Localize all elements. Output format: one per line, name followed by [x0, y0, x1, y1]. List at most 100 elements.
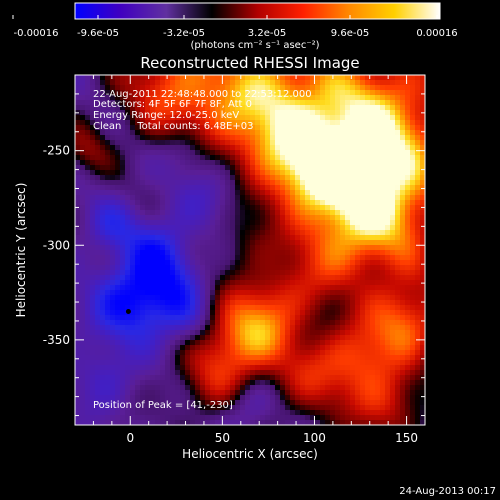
heatmap-cell [290, 185, 296, 191]
heatmap-cell [310, 415, 316, 421]
heatmap-cell [125, 110, 131, 116]
heatmap-cell [345, 240, 351, 246]
heatmap-cell [165, 120, 171, 126]
heatmap-cell [385, 280, 391, 286]
heatmap-cell [310, 405, 316, 411]
heatmap-cell [315, 170, 321, 176]
heatmap-cell [225, 360, 231, 366]
heatmap-cell [285, 275, 291, 281]
heatmap-cell [260, 85, 266, 91]
heatmap-cell [380, 215, 386, 221]
heatmap-cell [130, 345, 136, 351]
heatmap-cell [355, 385, 361, 391]
heatmap-cell [390, 230, 396, 236]
heatmap-cell [160, 85, 166, 91]
heatmap-cell [375, 230, 381, 236]
heatmap-cell [380, 415, 386, 421]
heatmap-cell [80, 285, 86, 291]
heatmap-cell [75, 190, 81, 196]
heatmap-cell [110, 220, 116, 226]
heatmap-cell [340, 365, 346, 371]
heatmap-cell [80, 170, 86, 176]
heatmap-cell [385, 365, 391, 371]
heatmap-cell [185, 280, 191, 286]
heatmap-cell [330, 300, 336, 306]
heatmap-cell [320, 235, 326, 241]
heatmap-cell [405, 250, 411, 256]
heatmap-cell [245, 420, 251, 425]
heatmap-cell [415, 180, 421, 186]
heatmap-cell [130, 375, 136, 381]
heatmap-cell [130, 400, 136, 406]
heatmap-cell [400, 80, 406, 86]
heatmap-cell [340, 280, 346, 286]
heatmap-cell [335, 205, 341, 211]
heatmap-cell [200, 375, 206, 381]
heatmap-cell [305, 360, 311, 366]
heatmap-cell [380, 340, 386, 346]
heatmap-cell [265, 310, 271, 316]
heatmap-cell [190, 140, 196, 146]
heatmap-cell [375, 255, 381, 261]
heatmap-cell [290, 140, 296, 146]
heatmap-cell [410, 185, 416, 191]
heatmap-cell [325, 250, 331, 256]
heatmap-cell [215, 365, 221, 371]
heatmap-cell [180, 355, 186, 361]
heatmap-cell [370, 250, 376, 256]
heatmap-cell [140, 315, 146, 321]
heatmap-cell [375, 330, 381, 336]
heatmap-cell [195, 230, 201, 236]
heatmap-cell [285, 130, 291, 136]
heatmap-cell [375, 365, 381, 371]
heatmap-cell [365, 215, 371, 221]
heatmap-cell [315, 125, 321, 131]
heatmap-cell [215, 150, 221, 156]
heatmap-cell [410, 160, 416, 166]
heatmap-cell [320, 300, 326, 306]
heatmap-cell [85, 255, 91, 261]
heatmap-cell [295, 340, 301, 346]
heatmap-cell [290, 190, 296, 196]
heatmap-cell [210, 380, 216, 386]
heatmap-cell [365, 175, 371, 181]
heatmap-cell [420, 415, 425, 421]
heatmap-cell [235, 245, 241, 251]
heatmap-cell [230, 365, 236, 371]
heatmap-cell [200, 250, 206, 256]
heatmap-cell [125, 315, 131, 321]
heatmap-cell [385, 270, 391, 276]
heatmap-cell [110, 290, 116, 296]
heatmap-cell [355, 355, 361, 361]
heatmap-cell [135, 260, 141, 266]
heatmap-cell [145, 85, 151, 91]
heatmap-cell [180, 325, 186, 331]
heatmap-cell [250, 280, 256, 286]
heatmap-cell [410, 350, 416, 356]
heatmap-cell [160, 405, 166, 411]
heatmap-cell [370, 410, 376, 416]
heatmap-cell [235, 325, 241, 331]
heatmap-cell [280, 275, 286, 281]
heatmap-cell [110, 360, 116, 366]
heatmap-cell [250, 190, 256, 196]
heatmap-cell [355, 100, 361, 106]
heatmap-cell [285, 225, 291, 231]
heatmap-cell [315, 290, 321, 296]
heatmap-cell [120, 155, 126, 161]
heatmap-cell [90, 125, 96, 131]
heatmap-cell [240, 380, 246, 386]
heatmap-cell [400, 290, 406, 296]
heatmap-cell [360, 410, 366, 416]
heatmap-cell [190, 405, 196, 411]
heatmap-cell [165, 245, 171, 251]
heatmap-cell [255, 195, 261, 201]
heatmap-cell [340, 220, 346, 226]
heatmap-cell [90, 80, 96, 86]
heatmap-cell [85, 195, 91, 201]
heatmap-cell [320, 265, 326, 271]
heatmap-cell [390, 160, 396, 166]
heatmap-cell [295, 100, 301, 106]
heatmap-cell [115, 355, 121, 361]
heatmap-cell [115, 385, 121, 391]
